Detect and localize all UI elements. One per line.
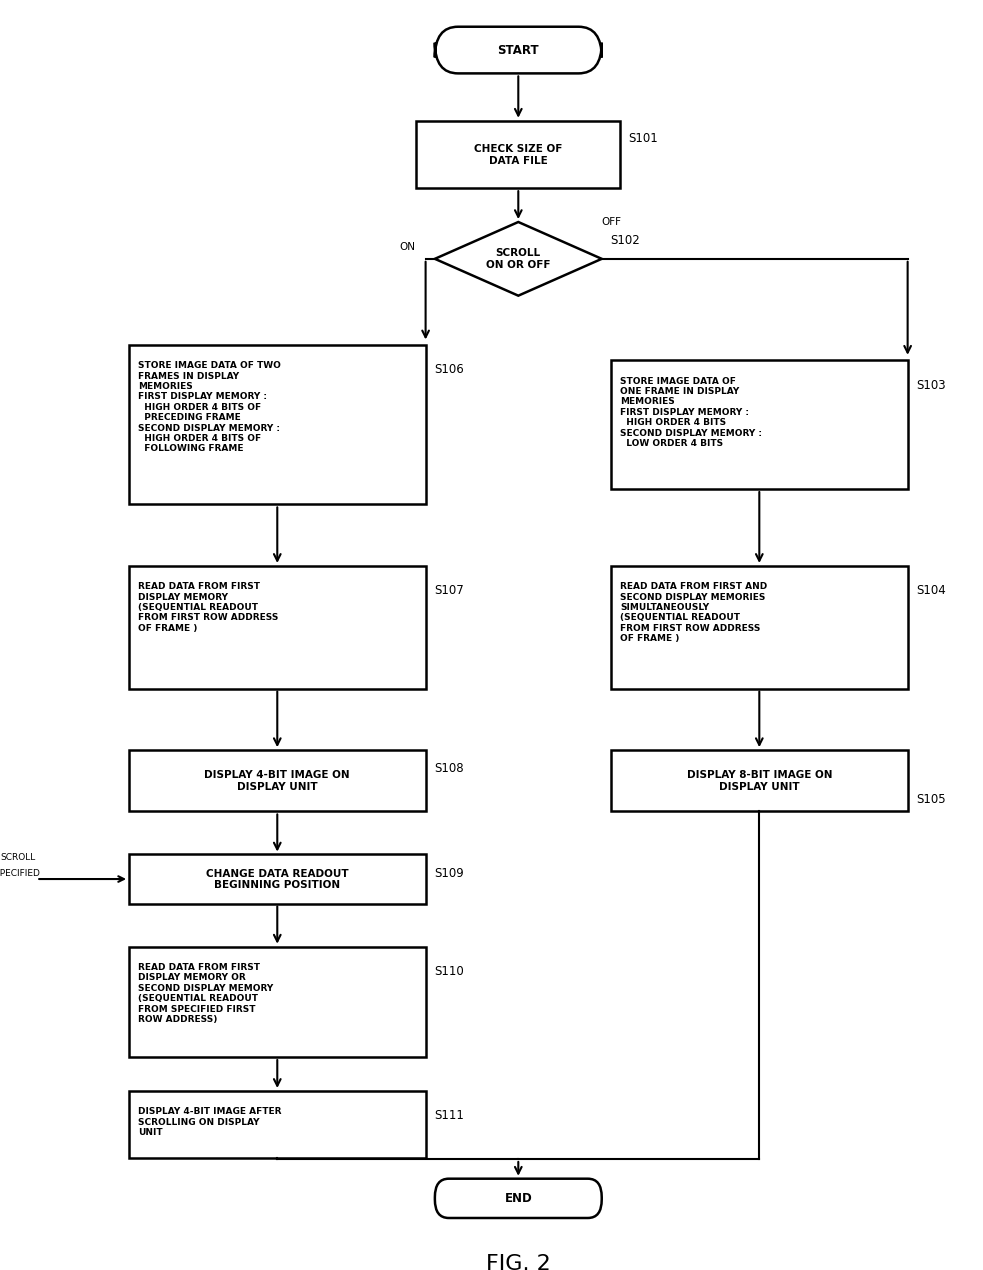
Text: ON: ON xyxy=(399,241,415,251)
Bar xyxy=(416,121,620,189)
Text: CHECK SIZE OF
DATA FILE: CHECK SIZE OF DATA FILE xyxy=(474,144,562,165)
Bar xyxy=(610,361,907,489)
Text: CHANGE DATA READOUT
BEGINNING POSITION: CHANGE DATA READOUT BEGINNING POSITION xyxy=(205,869,349,890)
Text: SCROLL
ON OR OFF: SCROLL ON OR OFF xyxy=(486,249,550,271)
Text: DISPLAY 4-BIT IMAGE ON
DISPLAY UNIT: DISPLAY 4-BIT IMAGE ON DISPLAY UNIT xyxy=(204,770,350,791)
Text: FIG. 2: FIG. 2 xyxy=(486,1253,550,1270)
Text: START: START xyxy=(497,44,539,57)
Text: END: END xyxy=(504,1191,532,1205)
Bar xyxy=(129,1091,426,1158)
Text: S109: S109 xyxy=(434,866,464,880)
Text: READ DATA FROM FIRST
DISPLAY MEMORY OR
SECOND DISPLAY MEMORY
(SEQUENTIAL READOUT: READ DATA FROM FIRST DISPLAY MEMORY OR S… xyxy=(139,963,273,1024)
Bar xyxy=(610,751,907,812)
Text: S101: S101 xyxy=(628,132,659,145)
Text: SPECIFIED: SPECIFIED xyxy=(0,869,40,878)
Text: S108: S108 xyxy=(434,762,464,775)
Text: SCROLL: SCROLL xyxy=(0,852,35,861)
Bar xyxy=(129,345,426,504)
Bar xyxy=(610,566,907,688)
Bar xyxy=(129,751,426,812)
Text: STORE IMAGE DATA OF
ONE FRAME IN DISPLAY
MEMORIES
FIRST DISPLAY MEMORY :
  HIGH : STORE IMAGE DATA OF ONE FRAME IN DISPLAY… xyxy=(620,376,762,448)
Text: S106: S106 xyxy=(434,363,464,376)
Text: S102: S102 xyxy=(609,234,640,248)
Text: READ DATA FROM FIRST AND
SECOND DISPLAY MEMORIES
SIMULTANEOUSLY
(SEQUENTIAL READ: READ DATA FROM FIRST AND SECOND DISPLAY … xyxy=(620,582,768,643)
Text: S105: S105 xyxy=(916,792,946,806)
FancyBboxPatch shape xyxy=(434,27,602,74)
Text: READ DATA FROM FIRST
DISPLAY MEMORY
(SEQUENTIAL READOUT
FROM FIRST ROW ADDRESS
O: READ DATA FROM FIRST DISPLAY MEMORY (SEQ… xyxy=(139,582,278,632)
Text: S104: S104 xyxy=(916,584,946,597)
Text: S110: S110 xyxy=(434,965,464,978)
Text: OFF: OFF xyxy=(601,217,621,227)
Text: S103: S103 xyxy=(916,378,946,391)
Text: STORE IMAGE DATA OF TWO
FRAMES IN DISPLAY
MEMORIES
FIRST DISPLAY MEMORY :
  HIGH: STORE IMAGE DATA OF TWO FRAMES IN DISPLA… xyxy=(139,361,281,453)
Bar xyxy=(129,566,426,688)
Polygon shape xyxy=(434,222,602,296)
FancyBboxPatch shape xyxy=(434,1179,602,1218)
Bar xyxy=(129,946,426,1057)
Text: DISPLAY 8-BIT IMAGE ON
DISPLAY UNIT: DISPLAY 8-BIT IMAGE ON DISPLAY UNIT xyxy=(686,770,832,791)
Text: DISPLAY 4-BIT IMAGE AFTER
SCROLLING ON DISPLAY
UNIT: DISPLAY 4-BIT IMAGE AFTER SCROLLING ON D… xyxy=(139,1107,282,1137)
Text: S107: S107 xyxy=(434,584,464,597)
Text: S111: S111 xyxy=(434,1109,464,1121)
Bar xyxy=(129,855,426,904)
